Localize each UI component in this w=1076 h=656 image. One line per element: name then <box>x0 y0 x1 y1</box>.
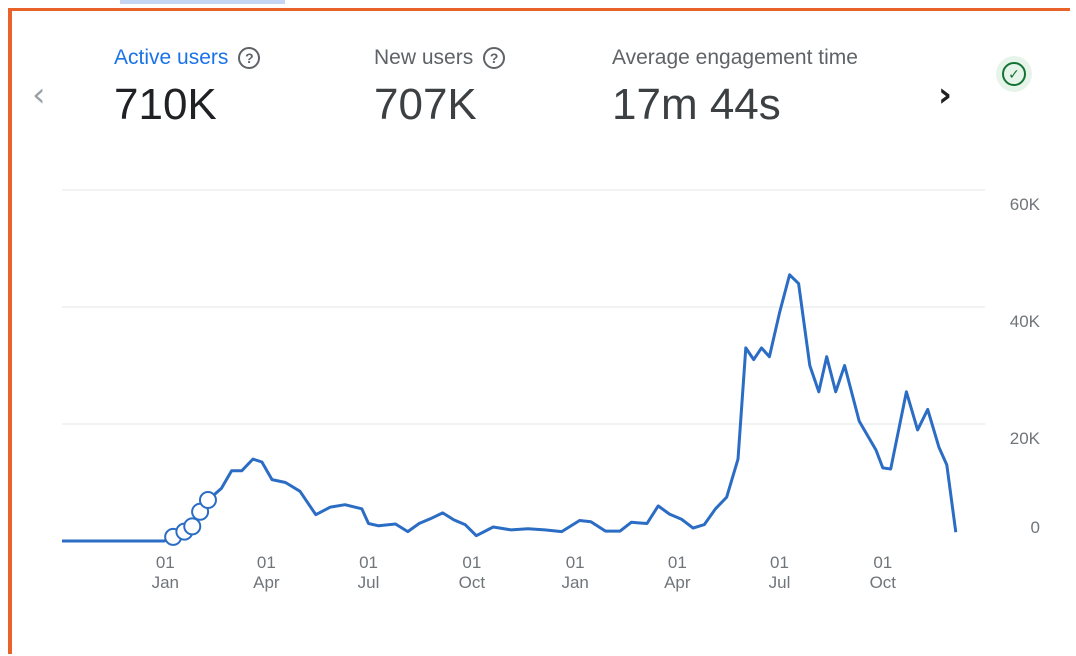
metric-value: 17m 44s <box>612 80 781 129</box>
y-tick-label: 40K <box>1010 312 1041 331</box>
metric-new-users[interactable]: New users ? 707K <box>374 46 506 130</box>
metric-label: Active users <box>114 46 229 69</box>
x-tick-label: 01 <box>359 553 378 572</box>
selected-tab-indicator <box>120 0 285 4</box>
x-tick-label: 01 <box>566 553 585 572</box>
x-tick-label: Jul <box>358 573 380 592</box>
x-tick-label: Apr <box>253 573 280 592</box>
metric-value: 710K <box>114 80 217 129</box>
x-tick-label: Jan <box>561 573 588 592</box>
x-tick-label: Oct <box>870 573 897 592</box>
check-circle-icon: ✓ <box>1002 62 1026 86</box>
metric-label: New users <box>374 46 474 69</box>
x-tick-label: 01 <box>668 553 687 572</box>
x-tick-label: Jul <box>769 573 791 592</box>
data-point <box>183 517 202 536</box>
help-circle-icon[interactable]: ? <box>483 47 506 69</box>
help-circle-icon[interactable]: ? <box>238 47 261 69</box>
x-tick-label: Oct <box>459 573 486 592</box>
metric-active-users[interactable]: Active users ? 710K <box>114 46 261 130</box>
x-tick-label: 01 <box>873 553 892 572</box>
y-tick-label: 60K <box>1010 195 1041 214</box>
metric-value: 707K <box>374 80 477 129</box>
data-point <box>198 491 217 510</box>
x-tick-label: 01 <box>257 553 276 572</box>
x-tick-label: Apr <box>664 573 691 592</box>
x-tick-label: 01 <box>462 553 481 572</box>
metric-average-engagement-time[interactable]: Average engagement time 17m 44s <box>612 46 922 130</box>
card-frame <box>8 8 1070 654</box>
status-badge[interactable]: ✓ <box>996 56 1032 92</box>
series-line <box>62 273 958 543</box>
chevron-left-icon[interactable]: ‹ <box>32 75 46 115</box>
chevron-right-icon[interactable]: › <box>938 75 953 115</box>
x-tick-label: 01 <box>770 553 789 572</box>
x-tick-label: 01 <box>156 553 175 572</box>
metric-label: Average engagement time <box>612 46 858 69</box>
y-tick-label: 0 <box>1031 518 1040 537</box>
x-tick-label: Jan <box>152 573 179 592</box>
y-tick-label: 20K <box>1010 429 1041 448</box>
